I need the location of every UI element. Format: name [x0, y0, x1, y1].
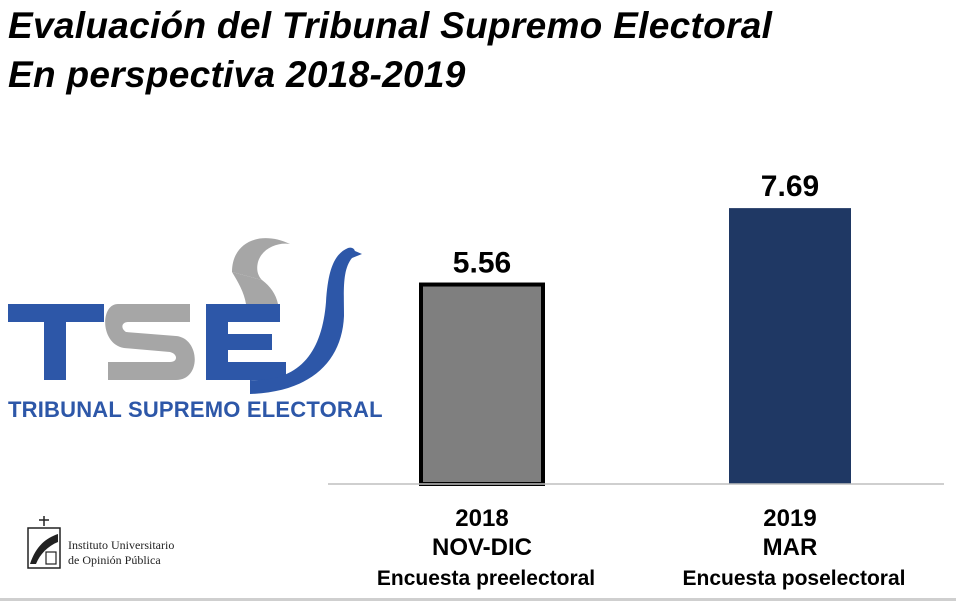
page-title: Evaluación del Tribunal Supremo Electora…	[8, 5, 773, 46]
page-subtitle: En perspectiva 2018-2019	[8, 54, 466, 95]
bar-2018	[419, 282, 545, 486]
tick-period-2019: MAR	[763, 534, 818, 561]
data-label-2018: 5.56	[453, 247, 511, 280]
tick-year-2018: 2018	[455, 505, 508, 532]
footer-divider	[0, 598, 956, 601]
tick-survey-2018: Encuesta preelectoral	[377, 567, 595, 590]
tse-logo: TRIBUNAL SUPREMO ELECTORAL	[0, 232, 383, 432]
institution-logo: Instituto Universitario de Opinión Públi…	[24, 516, 224, 576]
logo-caption: TRIBUNAL SUPREMO ELECTORAL	[8, 397, 383, 422]
tick-period-2018: NOV-DIC	[432, 534, 532, 561]
tick-survey-2019: Encuesta poselectoral	[683, 567, 906, 590]
data-label-2019: 7.69	[761, 170, 819, 203]
dove-icon	[8, 238, 362, 394]
iudop-emblem-icon	[27, 516, 61, 569]
institution-name-line2: de Opinión Pública	[68, 553, 161, 567]
bar-2019	[729, 208, 851, 485]
institution-name-line1: Instituto Universitario	[68, 538, 175, 552]
tick-year-2019: 2019	[763, 505, 816, 532]
